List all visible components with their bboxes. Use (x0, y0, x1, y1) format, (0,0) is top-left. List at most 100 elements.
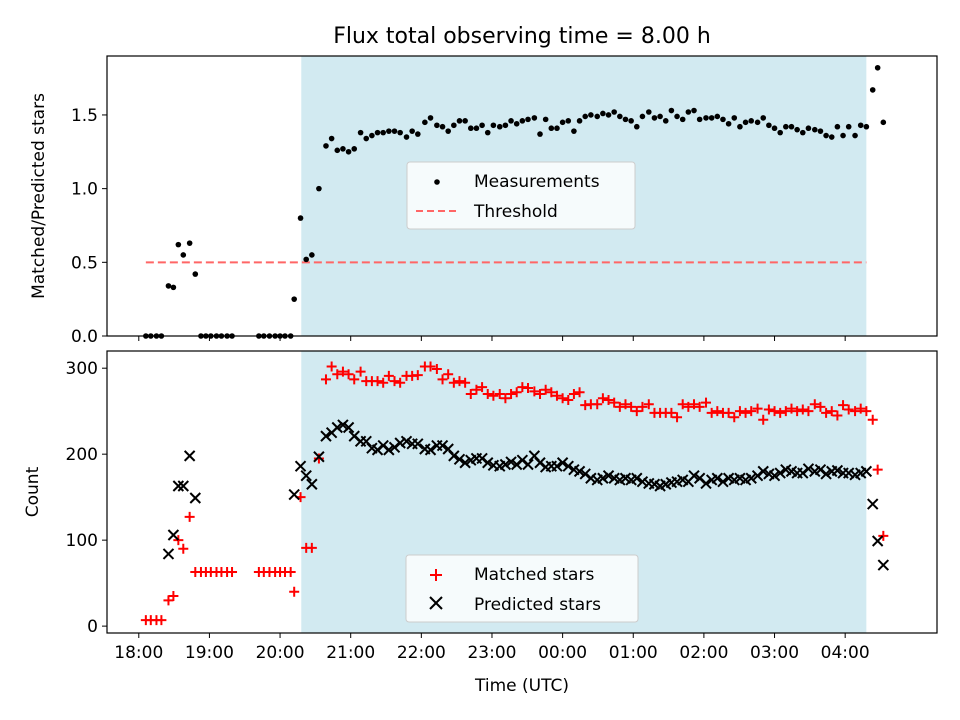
matched-star-point (568, 388, 579, 399)
matched-star-point (372, 376, 383, 387)
measurement-point (617, 113, 623, 120)
matched-star-point (540, 384, 551, 395)
measurement-point (840, 132, 846, 139)
matched-star-point (786, 403, 797, 414)
predicted-star-point (337, 419, 349, 431)
matched-star-point (614, 401, 625, 412)
measurement-point (737, 123, 743, 130)
predicted-star-point (183, 450, 196, 462)
matched-star-point (609, 397, 620, 408)
predicted-star-point (802, 463, 815, 475)
bottom-x-axis-ticks: 18:00 19:00 20:00 21:00 22:00 23:00 00:00 01:00… (114, 633, 870, 663)
matched-star-point (626, 401, 637, 412)
measurement-point (668, 107, 675, 114)
measurement-point (731, 115, 738, 121)
measurement-point (391, 128, 398, 134)
measurement-point (760, 115, 767, 121)
matched-star-point (378, 377, 389, 388)
measurement-point (817, 128, 824, 134)
measurement-point (657, 113, 663, 120)
predicted-star-point (877, 559, 890, 571)
predicted-star-point (383, 444, 395, 456)
measurement-point (594, 113, 601, 120)
x-tick-label: 22:00 (397, 643, 446, 663)
x-tick-label: 01:00 (609, 643, 658, 663)
measurement-point (600, 110, 606, 117)
measurement-point (386, 128, 392, 134)
measurement-point (828, 134, 835, 140)
measurement-point (462, 118, 468, 124)
measurement-point (725, 120, 732, 127)
measurement-point (633, 123, 640, 130)
legend-matched-marker (430, 569, 442, 581)
matched-star-point (597, 393, 608, 404)
matched-star-point (734, 406, 745, 417)
matched-star-point (855, 403, 866, 414)
measurement-point (434, 122, 440, 129)
measurement-point (742, 119, 749, 126)
bottom-legend-box (405, 554, 639, 623)
legend-measurements-label: Measurements (474, 172, 600, 192)
matched-star-point (511, 387, 522, 398)
predicted-star-point (172, 480, 185, 492)
y-tick-label: 0 (87, 617, 98, 637)
measurement-point (467, 125, 474, 132)
predicted-star-point (768, 469, 781, 482)
matched-star-point (826, 406, 837, 417)
matched-star-point (746, 406, 757, 417)
y-tick-label: 0.0 (71, 327, 98, 347)
matched-star-point (666, 407, 677, 418)
measurement-point (748, 118, 755, 124)
measurement-point (192, 271, 199, 277)
matched-star-point (672, 412, 683, 423)
measurement-point (369, 132, 375, 139)
measurement-point (484, 129, 491, 136)
measurement-point (403, 134, 410, 140)
measurement-point (788, 123, 795, 130)
measurement-point (588, 112, 594, 118)
matched-star-point (460, 377, 471, 388)
measurement-point (605, 112, 612, 118)
predicted-star-point (424, 444, 437, 456)
measurement-point (340, 146, 346, 152)
measurement-point (513, 120, 520, 127)
predicted-star-point (551, 460, 563, 472)
measurement-point (548, 125, 555, 132)
measurement-point (537, 131, 543, 137)
measurement-point (175, 241, 182, 248)
legend-predicted-label: Predicted stars (474, 595, 601, 615)
predicted-star-point (505, 456, 517, 468)
matched-star-point (332, 369, 343, 380)
matched-star-point (551, 390, 562, 401)
matched-star-point (620, 399, 631, 410)
legend-measurements-marker (434, 179, 440, 185)
measurement-point (628, 118, 634, 124)
predicted-star-point (499, 458, 512, 471)
measurement-point (639, 113, 646, 120)
measurement-point (674, 113, 680, 120)
predicted-star-point (453, 453, 466, 466)
measurement-point (531, 115, 538, 121)
measurement-point (554, 125, 560, 132)
top-axes-frame (106, 55, 938, 337)
matched-star-point (471, 384, 482, 395)
measurement-point (374, 129, 381, 136)
x-tick-label: 18:00 (114, 643, 163, 663)
predicted-star-point (860, 465, 873, 478)
predicted-star-point (597, 472, 609, 484)
matched-star-point (758, 414, 769, 425)
matched-star-point (529, 386, 540, 397)
measurement-point (874, 64, 881, 71)
matched-star-point (437, 374, 448, 385)
measurement-point (397, 129, 403, 136)
top-y-axis-label: Matched/Predicted stars (29, 93, 49, 299)
matched-star-point (184, 511, 195, 522)
matched-star-point (227, 566, 238, 577)
predicted-star-point (688, 469, 700, 482)
matched-star-point (173, 535, 184, 546)
predicted-star-point (745, 472, 757, 484)
matched-star-point (563, 395, 574, 406)
matched-star-point (326, 361, 337, 372)
matched-star-point (803, 406, 814, 417)
predicted-star-point (522, 458, 534, 471)
